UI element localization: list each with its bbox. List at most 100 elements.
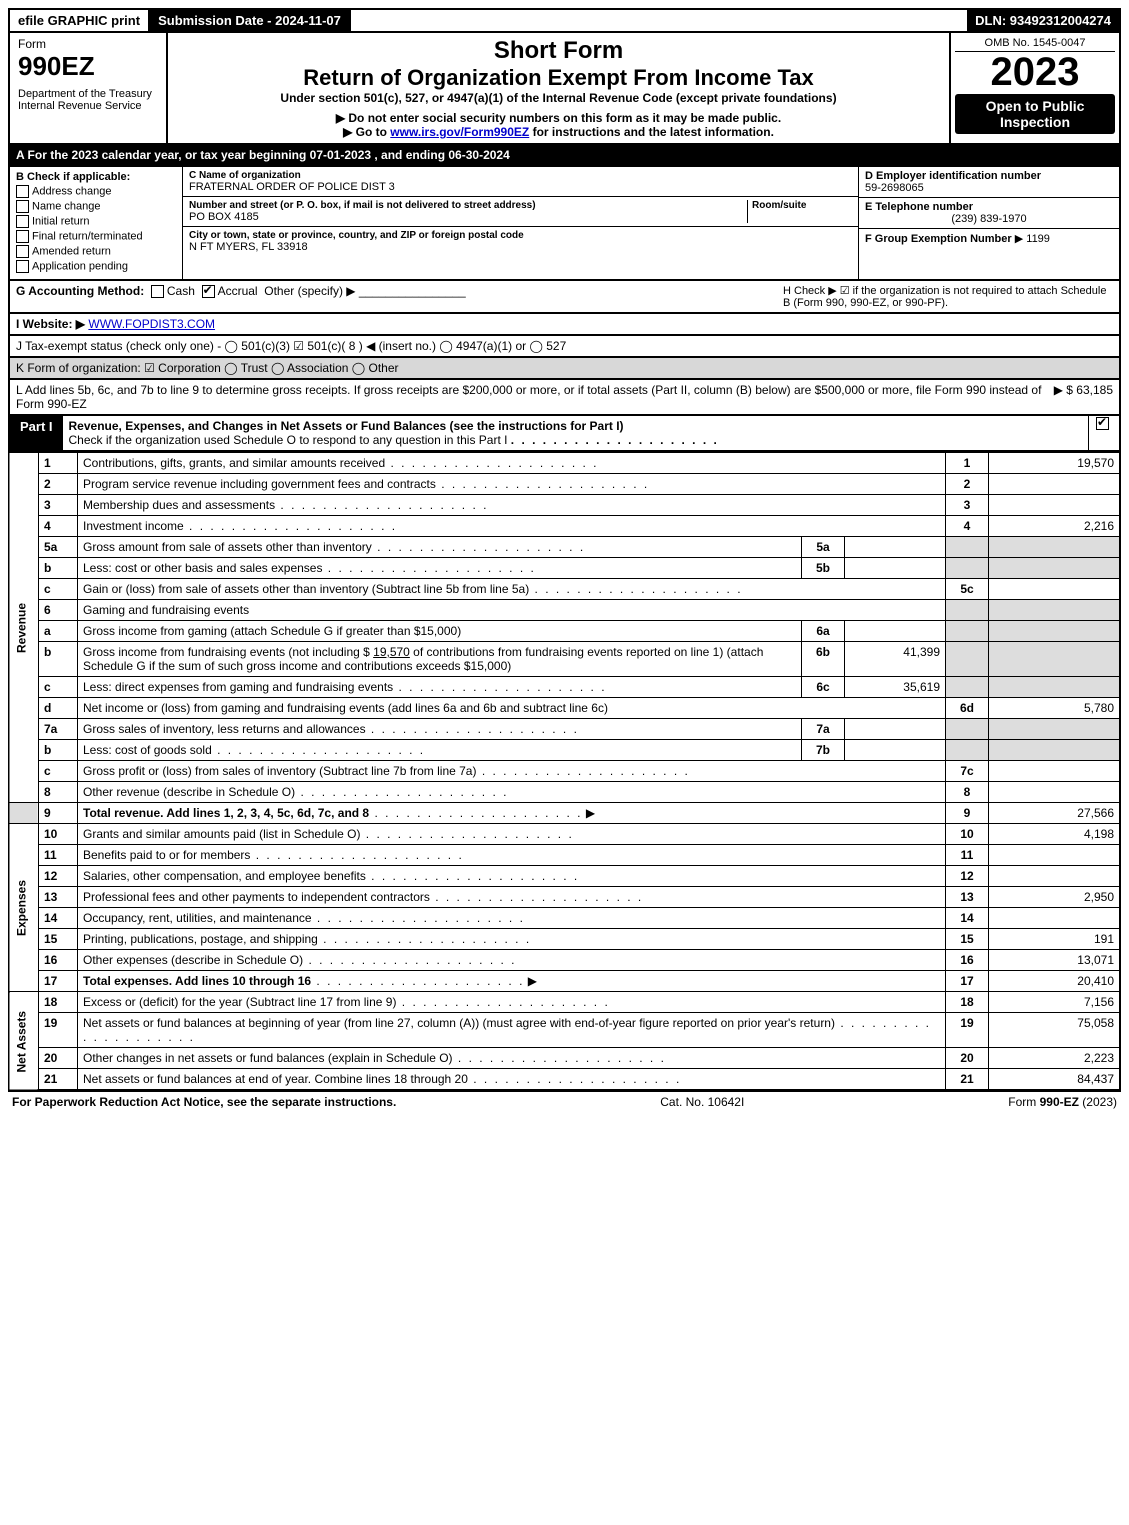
website-link[interactable]: WWW.FOPDIST3.COM xyxy=(88,317,215,331)
line5a-subval xyxy=(845,537,946,558)
form-number: 990EZ xyxy=(18,51,158,82)
ein-value: 59-2698065 xyxy=(865,182,1113,194)
line18-no: 18 xyxy=(946,992,989,1013)
under-section: Under section 501(c), 527, or 4947(a)(1)… xyxy=(176,91,941,105)
e-label: E Telephone number xyxy=(865,201,1113,213)
line15-no: 15 xyxy=(946,929,989,950)
b-opt-pending[interactable]: Application pending xyxy=(16,260,176,273)
line5b-desc: Less: cost or other basis and sales expe… xyxy=(83,561,322,575)
footer-center: Cat. No. 10642I xyxy=(660,1095,744,1109)
line6c-desc: Less: direct expenses from gaming and fu… xyxy=(83,680,393,694)
b-opt-name[interactable]: Name change xyxy=(16,200,176,213)
row-k-formorg: K Form of organization: ☑ Corporation ◯ … xyxy=(8,358,1121,380)
row-i-website: I Website: ▶ WWW.FOPDIST3.COM xyxy=(8,314,1121,336)
line19-desc: Net assets or fund balances at beginning… xyxy=(83,1016,835,1030)
row-l-gross: L Add lines 5b, 6c, and 7b to line 9 to … xyxy=(8,380,1121,416)
b-opt-address[interactable]: Address change xyxy=(16,185,176,198)
netassets-side-label: Net Assets xyxy=(9,992,39,1091)
line2-no: 2 xyxy=(946,474,989,495)
l-text: L Add lines 5b, 6c, and 7b to line 9 to … xyxy=(16,383,1054,411)
tax-year: 2023 xyxy=(955,52,1115,92)
line11-no: 11 xyxy=(946,845,989,866)
line1-desc: Contributions, gifts, grants, and simila… xyxy=(83,456,385,470)
row-j-taxexempt: J Tax-exempt status (check only one) - ◯… xyxy=(8,336,1121,358)
phone-value: (239) 839-1970 xyxy=(865,213,1113,225)
c-name-label: C Name of organization xyxy=(189,170,852,181)
line9-desc: Total revenue. Add lines 1, 2, 3, 4, 5c,… xyxy=(83,806,369,820)
goto-link[interactable]: www.irs.gov/Form990EZ xyxy=(390,125,529,139)
line5c-val xyxy=(989,579,1121,600)
line7b-subno: 7b xyxy=(802,740,845,761)
line13-desc: Professional fees and other payments to … xyxy=(83,890,430,904)
goto-notice: ▶ Go to www.irs.gov/Form990EZ for instru… xyxy=(176,125,941,139)
b-opt-final[interactable]: Final return/terminated xyxy=(16,230,176,243)
line3-val xyxy=(989,495,1121,516)
line3-desc: Membership dues and assessments xyxy=(83,498,275,512)
line17-no: 17 xyxy=(946,971,989,992)
line5b-subno: 5b xyxy=(802,558,845,579)
line7c-no: 7c xyxy=(946,761,989,782)
line6d-no: 6d xyxy=(946,698,989,719)
form-header: Form 990EZ Department of the Treasury In… xyxy=(8,33,1121,145)
form-label: Form xyxy=(18,37,158,51)
line20-no: 20 xyxy=(946,1048,989,1069)
line10-desc: Grants and similar amounts paid (list in… xyxy=(83,827,360,841)
line6d-desc: Net income or (loss) from gaming and fun… xyxy=(83,701,608,715)
line6a-subno: 6a xyxy=(802,621,845,642)
line14-val xyxy=(989,908,1121,929)
line6d-val: 5,780 xyxy=(989,698,1121,719)
line6b-pre: Gross income from fundraising events (no… xyxy=(83,645,373,659)
org-street: PO BOX 4185 xyxy=(189,211,747,223)
line15-val: 191 xyxy=(989,929,1121,950)
line6b-amt: 19,570 xyxy=(373,645,410,659)
line4-no: 4 xyxy=(946,516,989,537)
b-opt-amended[interactable]: Amended return xyxy=(16,245,176,258)
group-exemption: ▶ 1199 xyxy=(1015,233,1050,245)
line13-val: 2,950 xyxy=(989,887,1121,908)
l-amount: ▶ $ 63,185 xyxy=(1054,383,1113,411)
donot-notice: ▶ Do not enter social security numbers o… xyxy=(176,111,941,125)
scheduleO-check[interactable] xyxy=(1088,416,1119,450)
line6-desc: Gaming and fundraising events xyxy=(78,600,946,621)
line6b-subval: 41,399 xyxy=(845,642,946,677)
b-opt-initial[interactable]: Initial return xyxy=(16,215,176,228)
line6c-subval: 35,619 xyxy=(845,677,946,698)
part1-table: Revenue 1 Contributions, gifts, grants, … xyxy=(8,452,1121,1091)
line10-no: 10 xyxy=(946,824,989,845)
line15-desc: Printing, publications, postage, and shi… xyxy=(83,932,318,946)
line8-no: 8 xyxy=(946,782,989,803)
line4-desc: Investment income xyxy=(83,519,184,533)
line5c-no: 5c xyxy=(946,579,989,600)
submission-date: Submission Date - 2024-11-07 xyxy=(150,10,351,31)
footer-right: Form 990-EZ (2023) xyxy=(1008,1095,1117,1109)
b-label: B Check if applicable: xyxy=(16,171,176,183)
short-form-title: Short Form xyxy=(176,37,941,65)
efile-label[interactable]: efile GRAPHIC print xyxy=(10,10,150,31)
goto-pre: ▶ Go to xyxy=(343,125,390,139)
d-label: D Employer identification number xyxy=(865,170,1113,182)
line17-desc: Total expenses. Add lines 10 through 16 xyxy=(83,974,311,988)
line12-no: 12 xyxy=(946,866,989,887)
open-to-public: Open to Public Inspection xyxy=(955,94,1115,134)
dln-label: DLN: 93492312004274 xyxy=(967,10,1119,31)
line9-no: 9 xyxy=(946,803,989,824)
line21-no: 21 xyxy=(946,1069,989,1091)
department-label: Department of the Treasury Internal Reve… xyxy=(18,88,158,112)
line16-val: 13,071 xyxy=(989,950,1121,971)
line5b-subval xyxy=(845,558,946,579)
col-c-org: C Name of organization FRATERNAL ORDER O… xyxy=(183,167,858,279)
line12-val xyxy=(989,866,1121,887)
line13-no: 13 xyxy=(946,887,989,908)
return-title: Return of Organization Exempt From Incom… xyxy=(176,65,941,91)
line9-val: 27,566 xyxy=(989,803,1121,824)
c-city-label: City or town, state or province, country… xyxy=(189,230,852,241)
line16-no: 16 xyxy=(946,950,989,971)
header-info: B Check if applicable: Address change Na… xyxy=(8,167,1121,281)
footer-left: For Paperwork Reduction Act Notice, see … xyxy=(12,1095,396,1109)
form-title-block: Short Form Return of Organization Exempt… xyxy=(168,33,951,143)
line20-desc: Other changes in net assets or fund bala… xyxy=(83,1051,453,1065)
line2-val xyxy=(989,474,1121,495)
line7c-val xyxy=(989,761,1121,782)
revenue-side-label: Revenue xyxy=(9,453,39,803)
line3-no: 3 xyxy=(946,495,989,516)
